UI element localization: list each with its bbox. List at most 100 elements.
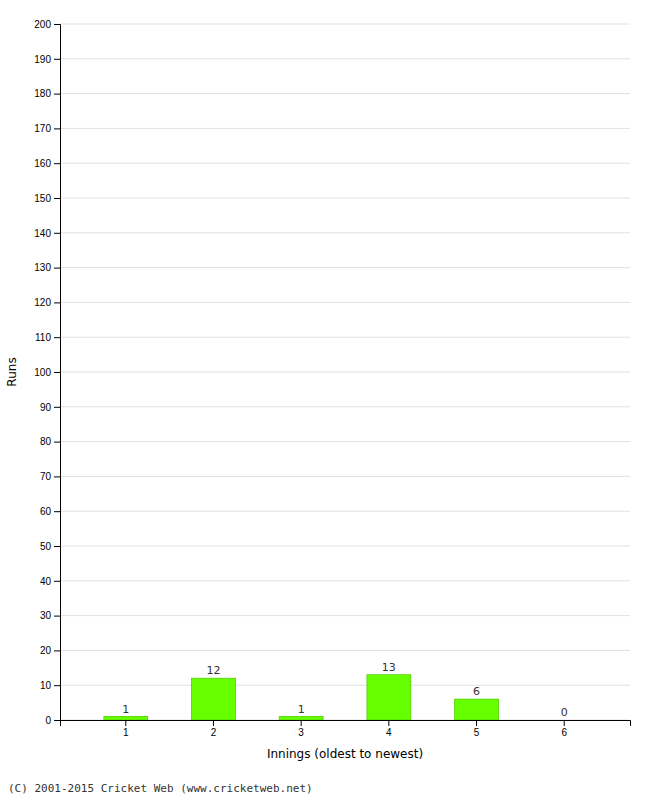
tick-mark	[54, 302, 60, 303]
bar	[192, 678, 236, 720]
tick-mark	[54, 128, 60, 129]
tick-label: 150	[34, 193, 51, 204]
tick-label: 80	[40, 436, 52, 447]
data-labels: 11211360	[122, 661, 567, 719]
tick-label: 180	[34, 88, 51, 99]
tick: 4	[386, 720, 392, 738]
tick-label: 5	[474, 727, 480, 738]
tick-mark	[54, 546, 60, 547]
tick: 110	[35, 332, 60, 343]
tick-label: 130	[34, 262, 51, 273]
tick: 5	[474, 720, 480, 738]
tick-mark	[54, 198, 60, 199]
axis-line	[61, 721, 631, 727]
chart: 0102030405060708090100110120130140150160…	[0, 0, 650, 800]
tick: 0	[45, 715, 60, 726]
tick-label: 60	[40, 506, 52, 517]
tick: 60	[40, 506, 60, 517]
tick-mark	[54, 59, 60, 60]
tick-label: 170	[34, 123, 51, 134]
footer: (C) 2001-2015 Cricket Web (www.cricketwe…	[8, 782, 313, 795]
data-label: 12	[206, 664, 220, 677]
tick-label: 4	[386, 727, 392, 738]
tick-mark	[564, 720, 565, 726]
tick-label: 50	[40, 541, 52, 552]
grid-line	[60, 58, 630, 59]
tick-mark	[54, 94, 60, 95]
tick-mark	[54, 685, 60, 686]
tick-label: 200	[34, 19, 51, 30]
grid-line	[60, 163, 630, 164]
data-label: 6	[473, 685, 480, 698]
tick-mark	[301, 720, 302, 726]
grid-line	[60, 511, 630, 512]
tick-label: 30	[40, 610, 52, 621]
grid-line	[60, 24, 630, 25]
tick: 40	[40, 576, 60, 587]
tick: 140	[34, 228, 60, 239]
grid-line	[60, 476, 630, 477]
bar	[279, 717, 323, 720]
tick-mark	[54, 24, 60, 25]
tick-mark	[54, 407, 60, 408]
tick-mark	[125, 720, 126, 726]
tick-label: 100	[34, 367, 51, 378]
x-axis: 1 2 3 4 5 6	[61, 720, 631, 738]
tick-label: 40	[40, 576, 52, 587]
tick-mark	[54, 616, 60, 617]
tick-label: 160	[34, 158, 51, 169]
grid-line	[60, 372, 630, 373]
plot: 0102030405060708090100110120130140150160…	[34, 19, 630, 738]
grid-line	[60, 441, 630, 442]
tick: 20	[40, 645, 60, 656]
data-label: 1	[122, 703, 129, 716]
tick: 2	[211, 720, 217, 738]
grid-line	[60, 337, 630, 338]
tick-mark	[388, 720, 389, 726]
tick-mark	[54, 268, 60, 269]
data-label: 13	[382, 661, 396, 674]
grid-line	[60, 546, 630, 547]
tick-mark	[54, 476, 60, 477]
tick: 150	[34, 193, 60, 204]
grid-line	[60, 650, 630, 651]
tick-mark	[54, 581, 60, 582]
tick-mark	[54, 163, 60, 164]
tick-label: 120	[34, 297, 51, 308]
bar	[455, 699, 499, 720]
axis-line	[54, 25, 61, 721]
tick-mark	[54, 372, 60, 373]
tick: 70	[40, 471, 60, 482]
grid-line	[60, 128, 630, 129]
tick-mark	[54, 442, 60, 443]
tick-label: 3	[298, 727, 304, 738]
tick: 6	[561, 720, 567, 738]
tick-mark	[476, 720, 477, 726]
tick-label: 10	[40, 680, 52, 691]
tick-mark	[54, 720, 60, 721]
tick: 90	[40, 402, 60, 413]
data-label: 0	[561, 706, 568, 719]
tick: 3	[298, 720, 304, 738]
tick-label: 6	[561, 727, 567, 738]
tick-mark	[54, 233, 60, 234]
grid-line	[60, 685, 630, 686]
tick-label: 20	[40, 645, 52, 656]
tick: 30	[40, 610, 60, 621]
tick-mark	[54, 511, 60, 512]
tick: 10	[40, 680, 60, 691]
bar	[367, 675, 411, 720]
grid-line	[60, 267, 630, 268]
y-axis: 0 10 20 30 40 50 60 70 80 90 100 110 120 130 140 150 160…	[34, 19, 60, 726]
tick-label: 190	[34, 54, 51, 65]
tick: 190	[34, 54, 60, 65]
grid-line	[60, 93, 630, 94]
tick: 170	[34, 123, 60, 134]
tick: 1	[123, 720, 129, 738]
grid-line	[60, 302, 630, 303]
tick: 120	[34, 297, 60, 308]
tick: 80	[40, 436, 60, 447]
tick-label: 110	[35, 332, 51, 343]
tick: 200	[34, 19, 60, 30]
tick: 130	[34, 262, 60, 273]
